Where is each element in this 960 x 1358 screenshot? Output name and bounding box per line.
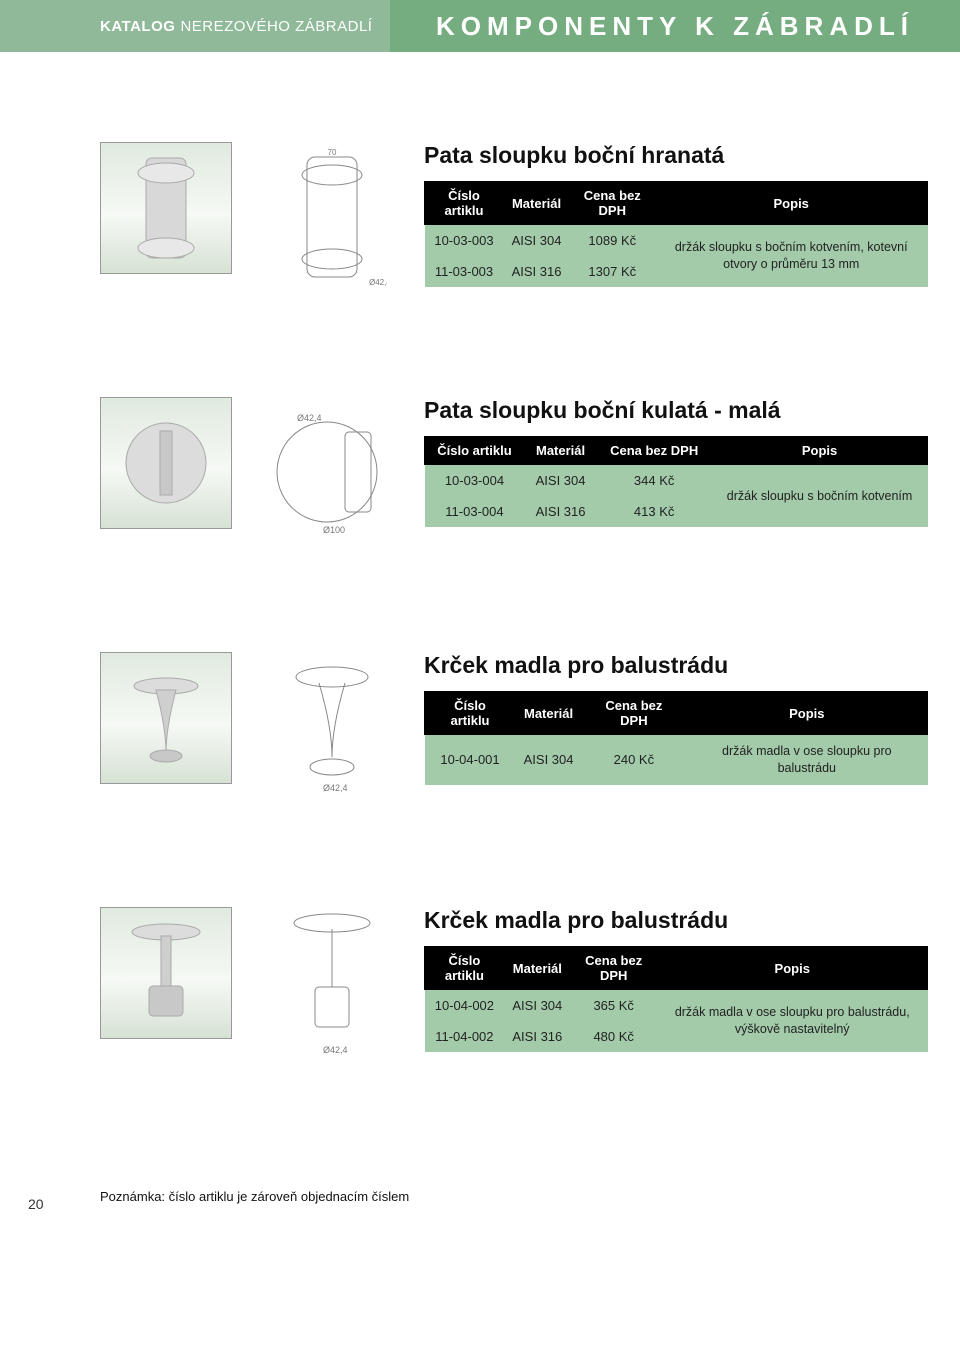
product-block: Ø42,4 Krček madla pro balustrádu Číslo art…	[0, 907, 960, 1057]
product-block: Ø42,4 Ø100 Pata sloupku boční kulatá - mal…	[0, 397, 960, 547]
product-info: Krček madla pro balustrádu Číslo artikluM…	[424, 907, 928, 1052]
table-cell: 11-03-003	[425, 256, 504, 287]
table-header-cell: Popis	[657, 947, 928, 990]
table-row: 10-04-001AISI 304240 Kčdržák madla v ose…	[425, 735, 928, 785]
product-drawing: 70 Ø42,4	[266, 142, 398, 292]
table-header-cell: Popis	[655, 182, 928, 225]
table-cell: 480 Kč	[570, 1021, 657, 1052]
table-header-cell: Číslo artiklu	[425, 947, 505, 990]
table-cell-desc: držák madla v ose sloupku pro balustrádu	[686, 735, 927, 785]
header-right: KOMPONENTY K ZÁBRADLÍ	[390, 0, 960, 52]
svg-text:70: 70	[328, 148, 337, 157]
table-cell: 10-04-001	[425, 735, 516, 785]
page-header: KATALOG NEREZOVÉHO ZÁBRADLÍ KOMPONENTY K…	[0, 0, 960, 52]
spec-table: Číslo artikluMateriálCena bez DPHPopis10…	[424, 436, 928, 527]
product-block: Ø42,4 Krček madla pro balustrádu Číslo art…	[0, 652, 960, 802]
product-photo	[100, 907, 232, 1039]
table-cell-desc: držák madla v ose sloupku pro balustrádu…	[657, 990, 928, 1053]
product-title: Krček madla pro balustrádu	[424, 652, 928, 679]
table-row: 10-04-002AISI 304365 Kčdržák madla v ose…	[425, 990, 928, 1022]
table-cell: AISI 304	[503, 225, 569, 257]
table-header-cell: Materiál	[503, 182, 569, 225]
header-left-light: NEREZOVÉHO ZÁBRADLÍ	[180, 18, 372, 35]
footer-note: Poznámka: číslo artiklu je zároveň objed…	[100, 1189, 409, 1204]
svg-text:Ø42,4: Ø42,4	[323, 783, 348, 793]
svg-text:Ø42,4: Ø42,4	[323, 1045, 348, 1055]
svg-text:Ø42,4: Ø42,4	[297, 413, 322, 423]
svg-text:Ø42,4: Ø42,4	[369, 278, 387, 287]
table-header-cell: Cena bez DPH	[597, 437, 712, 465]
product-info: Krček madla pro balustrádu Číslo artikluM…	[424, 652, 928, 785]
product-photo	[100, 652, 232, 784]
table-cell: 10-03-004	[425, 465, 525, 497]
table-cell: 11-04-002	[425, 1021, 505, 1052]
table-cell: AISI 316	[504, 1021, 570, 1052]
table-cell: 10-04-002	[425, 990, 505, 1022]
table-header-cell: Číslo artiklu	[425, 182, 504, 225]
spec-table: Číslo artikluMateriálCena bez DPHPopis10…	[424, 691, 928, 785]
table-cell: AISI 304	[504, 990, 570, 1022]
product-drawing: Ø42,4 Ø100	[266, 397, 398, 547]
spec-table: Číslo artikluMateriálCena bez DPHPopis10…	[424, 181, 928, 287]
spec-table: Číslo artikluMateriálCena bez DPHPopis10…	[424, 946, 928, 1052]
product-title: Krček madla pro balustrádu	[424, 907, 928, 934]
product-info: Pata sloupku boční hranatá Číslo artikluM…	[424, 142, 928, 287]
table-header-cell: Cena bez DPH	[570, 182, 655, 225]
table-cell: 1307 Kč	[570, 256, 655, 287]
header-left-bold: KATALOG	[100, 18, 175, 35]
table-header-cell: Cena bez DPH	[570, 947, 657, 990]
table-row: 10-03-003AISI 3041089 Kčdržák sloupku s …	[425, 225, 928, 257]
table-cell-desc: držák sloupku s bočním kotvením, kotevní…	[655, 225, 928, 288]
table-cell: AISI 316	[524, 496, 596, 527]
svg-text:Ø100: Ø100	[323, 525, 345, 535]
table-cell: AISI 316	[503, 256, 569, 287]
product-photo	[100, 397, 232, 529]
table-cell: 240 Kč	[582, 735, 686, 785]
product-drawing: Ø42,4	[266, 907, 398, 1057]
product-title: Pata sloupku boční hranatá	[424, 142, 928, 169]
table-header-cell: Materiál	[516, 692, 582, 735]
page-footer: 20 Poznámka: číslo artiklu je zároveň ob…	[0, 1162, 960, 1222]
table-cell: AISI 304	[524, 465, 596, 497]
table-header-cell: Popis	[712, 437, 928, 465]
table-cell: 413 Kč	[597, 496, 712, 527]
header-left: KATALOG NEREZOVÉHO ZÁBRADLÍ	[0, 0, 390, 52]
table-header-cell: Materiál	[504, 947, 570, 990]
table-header-cell: Číslo artiklu	[425, 437, 525, 465]
table-cell: 10-03-003	[425, 225, 504, 257]
product-block: 70 Ø42,4 Pata sloupku boční hranatá Číslo a…	[0, 142, 960, 292]
table-cell: 365 Kč	[570, 990, 657, 1022]
table-cell: AISI 304	[516, 735, 582, 785]
product-photo	[100, 142, 232, 274]
table-header-cell: Cena bez DPH	[582, 692, 686, 735]
product-title: Pata sloupku boční kulatá - malá	[424, 397, 928, 424]
table-row: 10-03-004AISI 304344 Kčdržák sloupku s b…	[425, 465, 928, 497]
table-cell: 1089 Kč	[570, 225, 655, 257]
product-info: Pata sloupku boční kulatá - malá Číslo ar…	[424, 397, 928, 527]
table-cell-desc: držák sloupku s bočním kotvením	[712, 465, 928, 528]
table-cell: 344 Kč	[597, 465, 712, 497]
table-cell: 11-03-004	[425, 496, 525, 527]
product-drawing: Ø42,4	[266, 652, 398, 802]
table-header-cell: Materiál	[524, 437, 596, 465]
table-header-cell: Číslo artiklu	[425, 692, 516, 735]
table-header-cell: Popis	[686, 692, 927, 735]
page-number: 20	[28, 1196, 44, 1212]
